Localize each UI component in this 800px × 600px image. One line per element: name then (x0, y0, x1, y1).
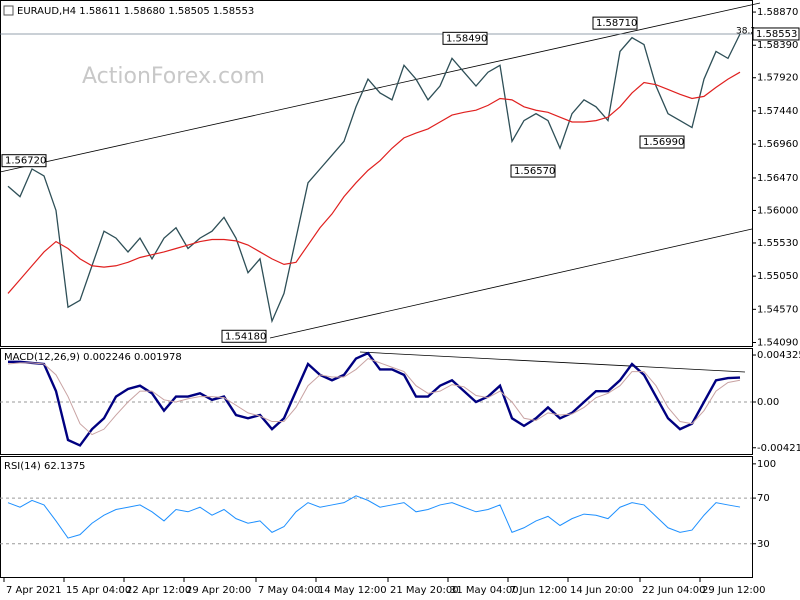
series-line (7, 495, 741, 539)
y-tick-label: 1.58390 (757, 40, 798, 51)
price-label: 1.56990 (643, 137, 684, 148)
y-tick-label: 100 (757, 459, 776, 470)
y-tick-label: 1.56960 (757, 139, 798, 150)
x-tick-label: 29 Apr 20:00 (186, 585, 251, 596)
x-tick-label: 31 May 04:00 (450, 585, 519, 596)
y-tick-label: 1.54090 (757, 338, 798, 349)
y-tick-label: 1.55050 (757, 271, 798, 282)
y-tick-label: 0.004325 (757, 350, 800, 361)
x-tick-label: 14 May 12:00 (318, 585, 387, 596)
price-label-box (1, 154, 47, 168)
y-tick-label: 30 (757, 539, 770, 550)
x-tick-label: 14 Jun 20:00 (570, 585, 634, 596)
last-price-label: 1.58553 (756, 29, 797, 40)
y-tick-label: -0.004213 (757, 443, 800, 454)
price-panel (0, 0, 753, 347)
price-label-box (510, 164, 556, 178)
x-tick-label: 7 May 04:00 (258, 585, 320, 596)
x-tick-label: 22 Jun 04:00 (642, 585, 706, 596)
price-label: 1.58490 (446, 33, 487, 44)
y-tick-label: 70 (757, 493, 770, 504)
rsi-panel (0, 456, 753, 578)
price-label-box (221, 329, 267, 343)
channel-upper (0, 2, 761, 173)
symbol-icon (3, 5, 14, 16)
price-label: 1.56570 (514, 166, 555, 177)
price-label-box (442, 31, 488, 45)
series-line (7, 33, 741, 324)
series-line (8, 351, 741, 447)
y-tick-label: 1.56470 (757, 173, 798, 184)
macd-trendline (359, 351, 746, 373)
price-label: 1.54180 (225, 331, 266, 342)
last-price-box (752, 27, 800, 41)
y-tick-label: 1.54570 (757, 304, 798, 315)
y-tick-label: 1.55530 (757, 238, 798, 249)
macd-title: MACD(12,26,9) 0.002246 0.001978 (4, 352, 182, 363)
y-tick-label: 1.57440 (757, 106, 798, 117)
x-tick-label: 22 Apr 12:00 (126, 585, 191, 596)
y-tick-label: 1.58870 (757, 7, 798, 18)
x-tick-label: 21 May 20:00 (390, 585, 459, 596)
y-tick-label: 0.00 (757, 397, 779, 408)
series-line (7, 71, 741, 294)
price-label-box (639, 135, 685, 149)
y-tick-label: 1.56000 (757, 205, 798, 216)
watermark: ActionForex.com (82, 64, 265, 89)
fib-label: 38.2 (736, 27, 756, 37)
price-title: EURAUD,H4 1.58611 1.58680 1.58505 1.5855… (17, 6, 254, 17)
y-tick-label: 1.57920 (757, 73, 798, 84)
x-tick-label: 15 Apr 04:00 (66, 585, 131, 596)
price-label: 1.58710 (596, 18, 637, 29)
x-tick-label: 29 Jun 12:00 (702, 585, 766, 596)
x-tick-label: 7 Jun 12:00 (510, 585, 567, 596)
price-label: 1.56720 (5, 156, 46, 167)
series-line (7, 357, 741, 436)
x-tick-label: 7 Apr 2021 (6, 585, 61, 596)
rsi-title: RSI(14) 62.1375 (4, 461, 85, 472)
channel-lower (269, 228, 753, 339)
price-label-box (592, 16, 638, 30)
